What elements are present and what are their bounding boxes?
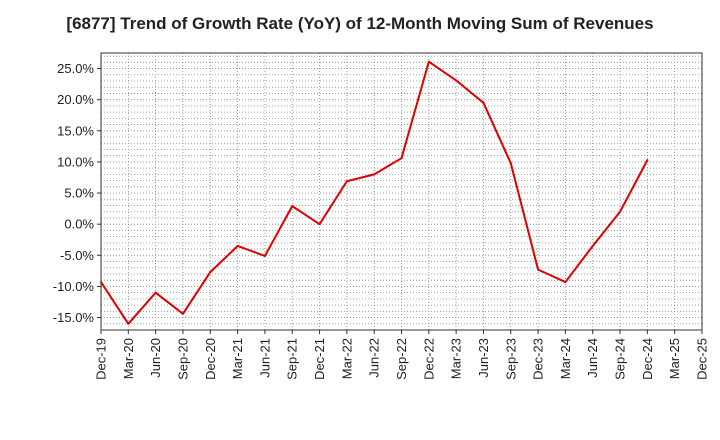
data-point bbox=[400, 157, 403, 160]
x-tick-label: Mar-20 bbox=[121, 338, 136, 379]
data-point bbox=[209, 271, 212, 274]
y-tick-label: 15.0% bbox=[57, 123, 94, 138]
data-point bbox=[455, 79, 458, 82]
data-point bbox=[100, 281, 102, 284]
chart-title: [6877] Trend of Growth Rate (YoY) of 12-… bbox=[66, 14, 654, 33]
y-tick-label: 0.0% bbox=[64, 217, 94, 232]
x-tick-label: Mar-24 bbox=[558, 338, 573, 379]
data-point bbox=[181, 312, 184, 315]
data-point bbox=[291, 205, 294, 208]
data-point bbox=[263, 254, 266, 257]
x-tick-label: Dec-24 bbox=[640, 338, 655, 380]
x-tick-label: Sep-24 bbox=[613, 338, 628, 380]
data-point bbox=[646, 159, 649, 162]
data-point bbox=[318, 223, 321, 226]
y-tick-label: -15.0% bbox=[53, 310, 95, 325]
x-tick-label: Sep-21 bbox=[285, 338, 300, 380]
x-tick-label: Mar-25 bbox=[667, 338, 682, 379]
y-tick-label: 5.0% bbox=[64, 186, 94, 201]
x-tick-label: Mar-23 bbox=[449, 338, 464, 379]
grid-lines bbox=[101, 53, 702, 331]
data-point bbox=[127, 322, 130, 325]
data-point bbox=[427, 60, 430, 63]
x-tick-label: Dec-20 bbox=[203, 338, 218, 380]
x-tick-label: Dec-22 bbox=[421, 338, 436, 380]
x-tick-label: Sep-22 bbox=[394, 338, 409, 380]
y-tick-label: -5.0% bbox=[60, 248, 94, 263]
data-point bbox=[373, 173, 376, 176]
x-tick-label: Jun-21 bbox=[257, 338, 272, 378]
x-tick-label: Dec-21 bbox=[312, 338, 327, 380]
y-axis: 25.0% 20.0% 15.0% 10.0% 5.0% 0.0% -5.0% -10.0% -… bbox=[53, 61, 101, 325]
x-tick-label: Mar-21 bbox=[230, 338, 245, 379]
data-point bbox=[619, 210, 622, 213]
x-tick-label: Sep-23 bbox=[503, 338, 518, 380]
x-tick-label: Dec-19 bbox=[94, 338, 109, 380]
y-tick-label: -10.0% bbox=[53, 279, 95, 294]
data-point bbox=[537, 268, 540, 271]
x-tick-label: Mar-22 bbox=[339, 338, 354, 379]
x-axis: Dec-19 Mar-20 Jun-20 Sep-20 Dec-20 Mar-21 Jun-… bbox=[94, 330, 710, 380]
y-tick-label: 20.0% bbox=[57, 92, 94, 107]
y-tick-label: 10.0% bbox=[57, 154, 94, 169]
x-tick-label: Jun-20 bbox=[148, 338, 163, 378]
data-point bbox=[154, 291, 157, 294]
x-tick-label: Jun-24 bbox=[585, 338, 600, 378]
data-point bbox=[591, 244, 594, 247]
y-tick-label: 25.0% bbox=[57, 61, 94, 76]
data-point bbox=[564, 281, 567, 284]
x-tick-label: Jun-23 bbox=[476, 338, 491, 378]
x-tick-label: Dec-23 bbox=[531, 338, 546, 380]
series-layer bbox=[100, 60, 649, 325]
x-tick-label: Dec-25 bbox=[695, 338, 710, 380]
data-point bbox=[236, 244, 239, 247]
data-point bbox=[509, 162, 512, 165]
x-tick-label: Jun-22 bbox=[367, 338, 382, 378]
data-point bbox=[482, 101, 485, 104]
x-tick-label: Sep-20 bbox=[175, 338, 190, 380]
data-point bbox=[345, 180, 348, 183]
